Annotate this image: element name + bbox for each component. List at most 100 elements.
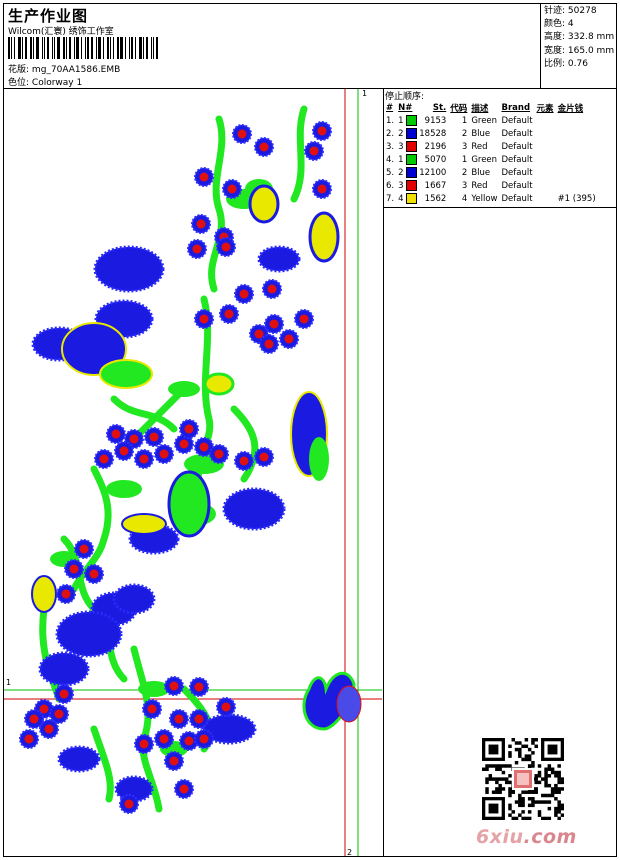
- qr-module: [514, 741, 519, 745]
- row-needle: 4: [396, 192, 418, 205]
- row-sequin: [556, 114, 598, 127]
- qr-module: [557, 777, 561, 781]
- leaf-cluster-7: [55, 610, 123, 658]
- qr-module: [544, 777, 548, 781]
- col-brand: Brand: [501, 102, 531, 113]
- flower-center-5: [199, 172, 209, 182]
- flower-center-15: [199, 314, 209, 324]
- row-desc: Green: [471, 154, 498, 165]
- qr-module: [518, 793, 522, 798]
- row-sequin: [556, 140, 598, 153]
- qr-module: [547, 816, 552, 821]
- qr-module: [560, 780, 565, 785]
- qr-module: [547, 806, 552, 811]
- row-element: [535, 114, 556, 127]
- qr-module: [511, 790, 515, 794]
- flower-center-44: [147, 704, 157, 714]
- qr-module: [501, 777, 506, 781]
- row-element: [535, 140, 556, 153]
- qr-module: [495, 764, 499, 768]
- row-desc: Red: [471, 141, 488, 152]
- pattern-label: 花版:: [8, 65, 30, 75]
- leaf-cluster-13: [257, 245, 301, 273]
- row-element: [535, 153, 556, 166]
- qr-module: [537, 813, 542, 817]
- qr-module: [521, 744, 525, 749]
- flower-center-51: [124, 799, 134, 809]
- qr-module: [495, 790, 499, 794]
- flower-center-48: [184, 736, 194, 746]
- qr-module: [547, 767, 552, 771]
- qr-module: [534, 790, 538, 794]
- qr-module: [527, 757, 532, 762]
- col-seq: #: [386, 102, 394, 113]
- butterfly-small-wing: [31, 575, 57, 613]
- flower-center-45: [174, 714, 184, 724]
- color-swatch: [406, 128, 418, 139]
- qr-module: [518, 800, 522, 804]
- qr-module: [488, 774, 493, 778]
- row-code: 4: [461, 193, 468, 204]
- flower-center-31: [184, 424, 194, 434]
- stat-height: 高度: 332.8 mm: [544, 32, 615, 43]
- row-stitches: 1667: [424, 180, 447, 191]
- stat-stitches: 针迹: 50278: [544, 6, 597, 16]
- butterfly-top-left-wing: [248, 184, 280, 224]
- qr-module: [501, 764, 506, 768]
- stem-5: [110, 395, 178, 433]
- flower-center-6: [227, 184, 237, 194]
- qr-module: [508, 744, 512, 749]
- flower-center-24: [119, 446, 129, 456]
- flower-center-33: [259, 452, 269, 462]
- qr-module: [491, 790, 496, 794]
- qr-module: [557, 787, 561, 791]
- qr-module: [557, 774, 561, 778]
- qr-module: [541, 793, 545, 798]
- flower-center-39: [54, 709, 64, 719]
- qr-module: [527, 797, 532, 801]
- color-swatch: [406, 180, 418, 191]
- qr-module: [527, 803, 532, 808]
- col-code: 代码: [450, 103, 468, 114]
- row-brand: Default: [501, 180, 533, 191]
- qr-module: [534, 774, 538, 778]
- flower-center-53: [199, 734, 209, 744]
- flower-center-34: [79, 544, 89, 554]
- flower-center-25: [139, 454, 149, 464]
- flower-center-32: [239, 456, 249, 466]
- row-stitches: 5070: [424, 154, 447, 165]
- row-code: 2: [461, 167, 468, 178]
- qr-module: [485, 790, 489, 794]
- pattern-line: 花版: mg_70AA1586.EMB: [8, 62, 120, 75]
- stat-scale: 比例: 0.76: [544, 58, 588, 69]
- leaf-cluster-8: [112, 583, 156, 615]
- qr-module: [518, 747, 522, 752]
- qr-module: [511, 738, 515, 742]
- qr-module: [495, 767, 499, 771]
- qr-module: [547, 783, 552, 788]
- row-sequin: [556, 179, 598, 192]
- qr-module: [518, 754, 522, 758]
- qr-module: [534, 780, 538, 785]
- qr-module: [541, 800, 545, 804]
- color-swatch: [406, 115, 418, 126]
- row-desc: Blue: [471, 128, 491, 139]
- flower-center-20: [299, 314, 309, 324]
- qr-module: [521, 797, 525, 801]
- table-header-row: # N# St. 代码 描述 Brand 元素 金片钱: [384, 101, 598, 114]
- qr-module: [485, 787, 489, 791]
- qr-module: [547, 764, 552, 768]
- qr-module: [557, 790, 561, 794]
- flower-center-42: [169, 681, 179, 691]
- qr-module: [488, 764, 493, 768]
- qr-module: [518, 741, 522, 745]
- row-stitches: 2196: [424, 141, 447, 152]
- row-seq: 6.: [386, 180, 395, 191]
- row-element: [535, 192, 556, 205]
- qr-logo-seal-inner: [517, 773, 529, 785]
- flower-center-16: [254, 329, 264, 339]
- flower-center-49: [169, 756, 179, 766]
- qr-module: [550, 793, 555, 798]
- flower-center-40: [44, 724, 54, 734]
- qr-module: [521, 816, 525, 821]
